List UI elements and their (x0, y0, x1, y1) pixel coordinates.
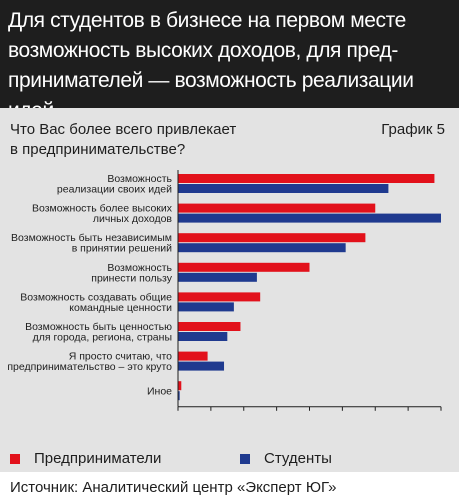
legend-item-entrepreneurs: Предприниматели (10, 450, 161, 467)
category-label: Возможность более высоких (32, 203, 173, 215)
legend-item-students: Студенты (240, 450, 332, 467)
bar-entrepreneurs (178, 233, 366, 243)
chart-question: Что Вас более всего привлекает в предпри… (10, 121, 237, 158)
category-label: Возможность (107, 173, 172, 185)
bar-students (178, 332, 228, 341)
bar-students (178, 272, 257, 282)
bar-students (178, 361, 225, 371)
category-label: Возможность быть независимым (11, 232, 172, 244)
headline: Для студентов в бизнесе на первом месте … (8, 9, 414, 122)
chart-panel (0, 108, 459, 472)
bar-entrepreneurs (178, 203, 376, 213)
legend-label-students: Студенты (264, 450, 332, 467)
header-banner: Для студентов в бизнесе на первом месте … (0, 0, 459, 122)
graph-number: График 5 (381, 121, 445, 138)
bar-entrepreneurs (178, 322, 241, 331)
category-label: Возможность создавать общие (20, 291, 172, 303)
legend: Предприниматели Студенты (0, 436, 459, 472)
category-label: Иное (147, 386, 172, 398)
bar-students (178, 184, 389, 193)
category-label: Я просто считаю, что (69, 351, 172, 363)
bar-entrepreneurs (178, 262, 310, 272)
bar-students (178, 243, 346, 253)
category-label: Возможность (107, 262, 172, 274)
category-label: командные ценности (69, 302, 172, 314)
category-label: реализации своих идей (57, 184, 172, 196)
category-label: личных доходов (93, 213, 173, 225)
bar-entrepreneurs (178, 292, 261, 302)
bar-entrepreneurs (178, 351, 208, 361)
legend-swatch-students (240, 453, 250, 464)
category-label: для города, региона, страны (33, 332, 172, 344)
category-label: принести пользу (91, 272, 172, 284)
bar-students (178, 213, 441, 223)
source-note: Источник: Аналитический центр «Эксперт Ю… (10, 479, 337, 496)
category-label: предпринимательство – это круто (7, 361, 172, 373)
legend-swatch-entrepreneurs (10, 453, 20, 464)
category-label: в принятии решений (72, 243, 172, 255)
legend-label-entrepreneurs: Предприниматели (34, 450, 162, 467)
bar-entrepreneurs (178, 381, 182, 391)
bar-students (178, 302, 234, 312)
bar-entrepreneurs (178, 174, 435, 183)
category-label: Возможность быть ценностью (25, 321, 172, 333)
bar-students (178, 391, 180, 401)
